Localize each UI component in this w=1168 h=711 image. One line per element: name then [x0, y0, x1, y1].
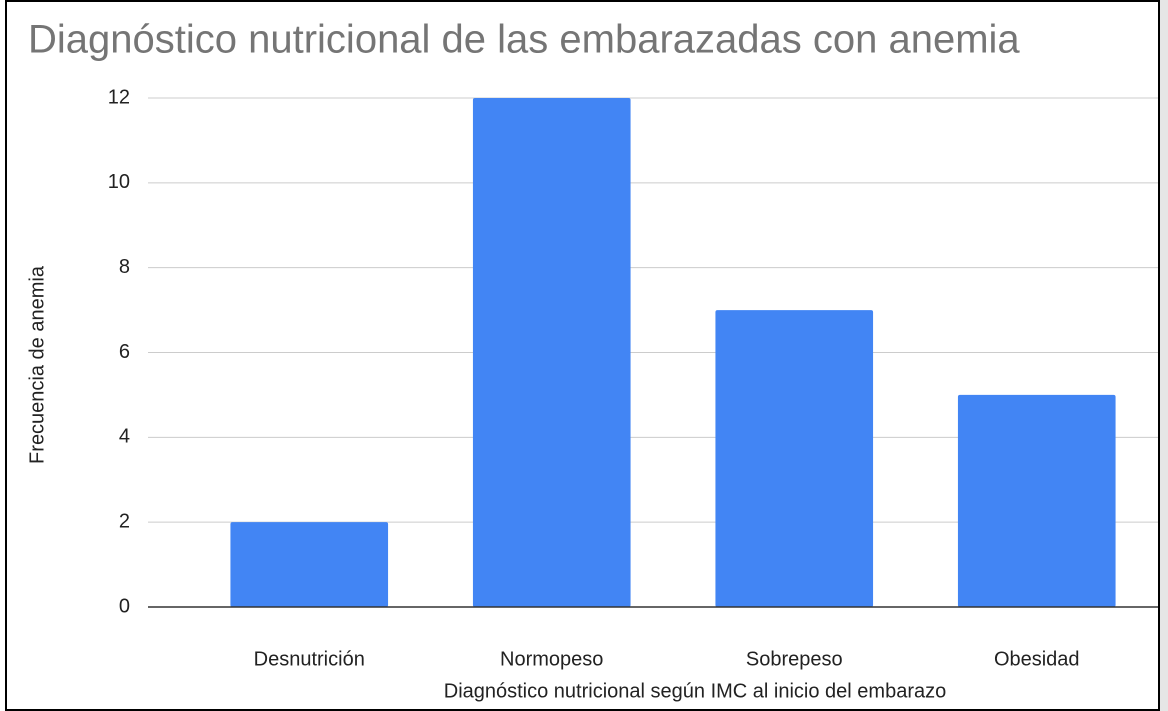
bar — [957, 394, 1116, 607]
y-tick-label: 2 — [119, 510, 130, 532]
x-tick-label: Normopeso — [500, 648, 603, 670]
shadow — [1160, 0, 1168, 711]
x-tick-label: Sobrepeso — [746, 648, 843, 670]
bar — [472, 98, 631, 607]
x-tick-label: Obesidad — [994, 648, 1080, 670]
y-tick-label: 4 — [119, 426, 130, 448]
y-tick-label: 12 — [108, 86, 130, 108]
y-axis-label: Frecuencia de anemia — [26, 265, 48, 464]
x-axis-label: Diagnóstico nutricional según IMC al ini… — [444, 680, 946, 702]
x-tick-label: Desnutrición — [254, 648, 365, 670]
y-tick-label: 8 — [119, 256, 130, 278]
y-tick-label: 0 — [119, 595, 130, 617]
y-tick-label: 10 — [108, 171, 130, 193]
bar — [230, 522, 389, 607]
y-tick-label: 6 — [119, 341, 130, 363]
bar — [715, 310, 874, 607]
chart-title: Diagnóstico nutricional de las embarazad… — [28, 18, 1020, 62]
